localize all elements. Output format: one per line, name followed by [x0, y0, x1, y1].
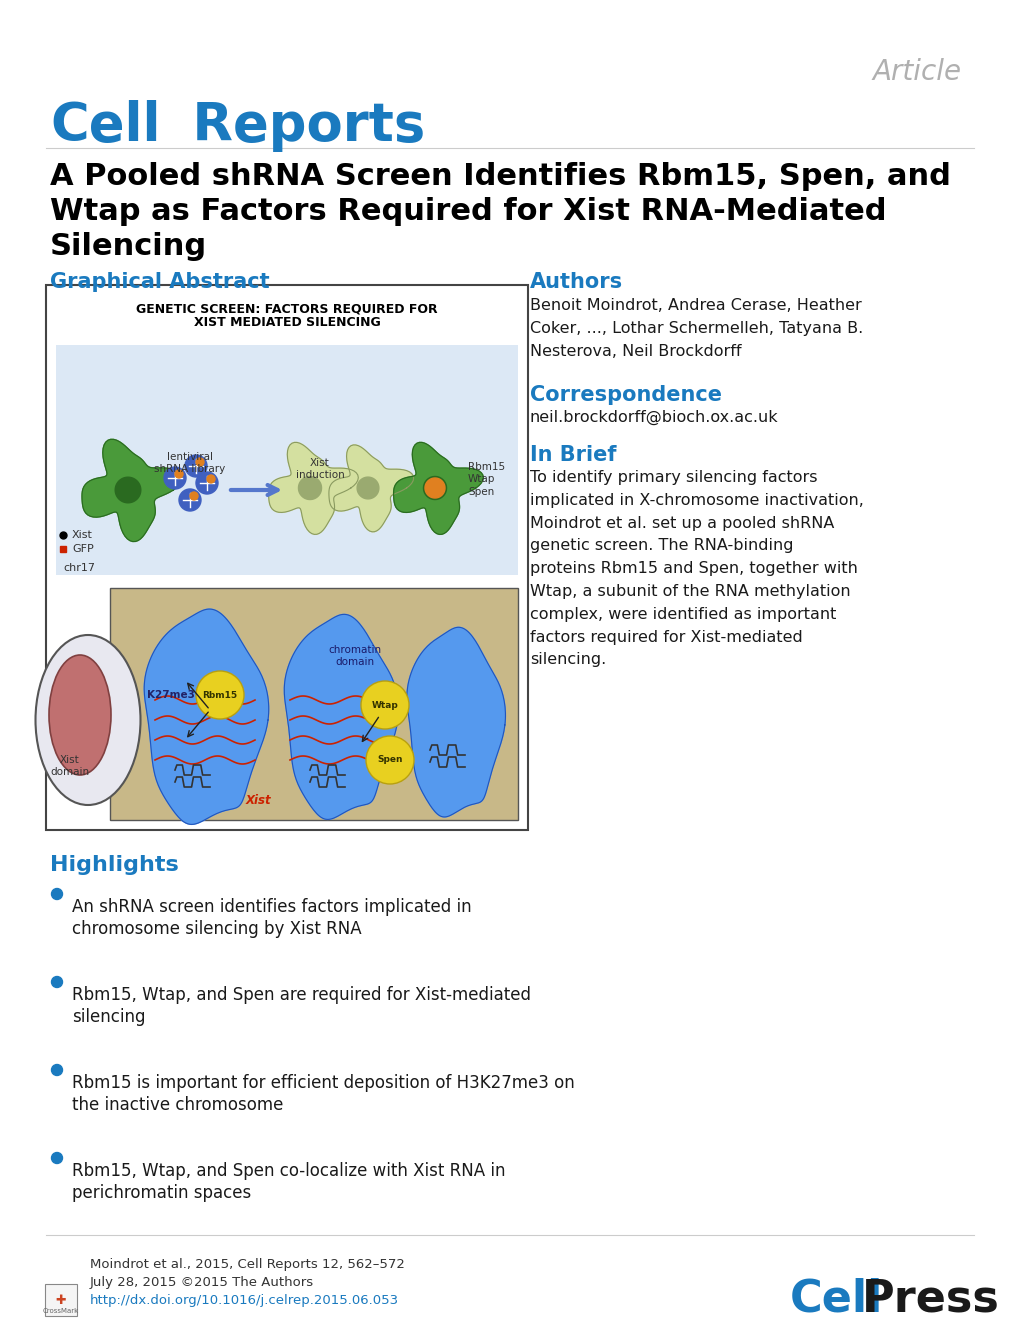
Text: Wtap as Factors Required for Xist RNA-Mediated: Wtap as Factors Required for Xist RNA-Me…: [50, 197, 886, 226]
Text: A Pooled shRNA Screen Identifies Rbm15, Spen, and: A Pooled shRNA Screen Identifies Rbm15, …: [50, 162, 950, 191]
Circle shape: [196, 671, 244, 719]
Text: July 28, 2015 ©2015 The Authors: July 28, 2015 ©2015 The Authors: [90, 1276, 314, 1290]
Text: Rbm15 is important for efficient deposition of H3K27me3 on: Rbm15 is important for efficient deposit…: [72, 1074, 574, 1092]
Polygon shape: [328, 445, 414, 532]
Text: the inactive chromosome: the inactive chromosome: [72, 1096, 283, 1113]
Text: GFP: GFP: [72, 544, 94, 553]
Polygon shape: [299, 477, 321, 499]
Text: Rbm15
Wtap
Spen: Rbm15 Wtap Spen: [468, 462, 504, 496]
Text: Authors: Authors: [530, 271, 623, 293]
Polygon shape: [393, 442, 483, 535]
Text: Highlights: Highlights: [50, 855, 178, 875]
Text: K27me3: K27me3: [147, 690, 195, 700]
FancyBboxPatch shape: [45, 1284, 76, 1316]
Text: CrossMark: CrossMark: [43, 1308, 79, 1313]
Text: GENETIC SCREEN: FACTORS REQUIRED FOR: GENETIC SCREEN: FACTORS REQUIRED FOR: [137, 302, 437, 315]
Text: ✚: ✚: [56, 1294, 66, 1307]
Text: Rbm15: Rbm15: [202, 691, 237, 699]
Text: XIST MEDIATED SILENCING: XIST MEDIATED SILENCING: [194, 316, 380, 328]
Circle shape: [190, 493, 198, 500]
Polygon shape: [268, 442, 358, 535]
Circle shape: [51, 1152, 62, 1164]
Text: Cell: Cell: [50, 101, 160, 152]
Circle shape: [164, 467, 185, 489]
Text: silencing: silencing: [72, 1008, 146, 1026]
Text: Xist: Xist: [72, 530, 93, 540]
Circle shape: [366, 736, 414, 784]
Polygon shape: [407, 628, 505, 817]
Polygon shape: [82, 440, 181, 542]
Circle shape: [207, 475, 215, 483]
Text: Reports: Reports: [174, 101, 425, 152]
Polygon shape: [423, 477, 446, 499]
Circle shape: [51, 1064, 62, 1075]
Text: Xist
induction: Xist induction: [296, 458, 344, 481]
Text: neil.brockdorff@bioch.ox.ac.uk: neil.brockdorff@bioch.ox.ac.uk: [530, 410, 777, 425]
Text: Correspondence: Correspondence: [530, 385, 721, 405]
FancyBboxPatch shape: [110, 588, 518, 820]
Circle shape: [178, 489, 201, 511]
Text: Xist: Xist: [245, 793, 271, 806]
Circle shape: [175, 470, 182, 478]
Polygon shape: [425, 478, 444, 498]
Text: Press: Press: [861, 1278, 999, 1321]
Text: lentiviral
shRNA library: lentiviral shRNA library: [154, 451, 225, 474]
Circle shape: [51, 888, 62, 899]
Text: http://dx.doi.org/10.1016/j.celrep.2015.06.053: http://dx.doi.org/10.1016/j.celrep.2015.…: [90, 1294, 398, 1307]
Ellipse shape: [49, 655, 111, 775]
Text: chromatin
domain: chromatin domain: [328, 645, 381, 667]
Circle shape: [196, 458, 204, 466]
Text: perichromatin spaces: perichromatin spaces: [72, 1184, 251, 1202]
Text: An shRNA screen identifies factors implicated in: An shRNA screen identifies factors impli…: [72, 898, 471, 916]
Polygon shape: [115, 477, 141, 503]
Text: Graphical Abstract: Graphical Abstract: [50, 271, 269, 293]
Text: Moindrot et al., 2015, Cell Reports 12, 562–572: Moindrot et al., 2015, Cell Reports 12, …: [90, 1258, 405, 1271]
Circle shape: [184, 455, 207, 477]
Text: Xist
domain: Xist domain: [50, 755, 90, 777]
Polygon shape: [144, 609, 268, 825]
Ellipse shape: [36, 636, 141, 805]
Text: chr17: chr17: [63, 563, 95, 573]
FancyBboxPatch shape: [46, 285, 528, 830]
Text: chromosome silencing by Xist RNA: chromosome silencing by Xist RNA: [72, 920, 362, 937]
Text: Spen: Spen: [377, 756, 403, 764]
Circle shape: [361, 681, 409, 730]
Text: Benoit Moindrot, Andrea Cerase, Heather
Coker, ..., Lothar Schermelleh, Tatyana : Benoit Moindrot, Andrea Cerase, Heather …: [530, 298, 862, 359]
Circle shape: [196, 471, 218, 494]
Text: Rbm15, Wtap, and Spen are required for Xist-mediated: Rbm15, Wtap, and Spen are required for X…: [72, 986, 531, 1004]
Text: Rbm15, Wtap, and Spen co-localize with Xist RNA in: Rbm15, Wtap, and Spen co-localize with X…: [72, 1162, 505, 1180]
Text: Wtap: Wtap: [371, 700, 398, 710]
Text: Silencing: Silencing: [50, 232, 207, 261]
Circle shape: [51, 977, 62, 988]
Text: Article: Article: [872, 58, 961, 86]
Polygon shape: [284, 614, 398, 820]
Text: In Brief: In Brief: [530, 445, 615, 465]
Polygon shape: [357, 477, 378, 499]
Text: Cell: Cell: [790, 1278, 882, 1321]
Text: To identify primary silencing factors
implicated in X-chromosome inactivation,
M: To identify primary silencing factors im…: [530, 470, 863, 667]
FancyBboxPatch shape: [56, 346, 518, 575]
